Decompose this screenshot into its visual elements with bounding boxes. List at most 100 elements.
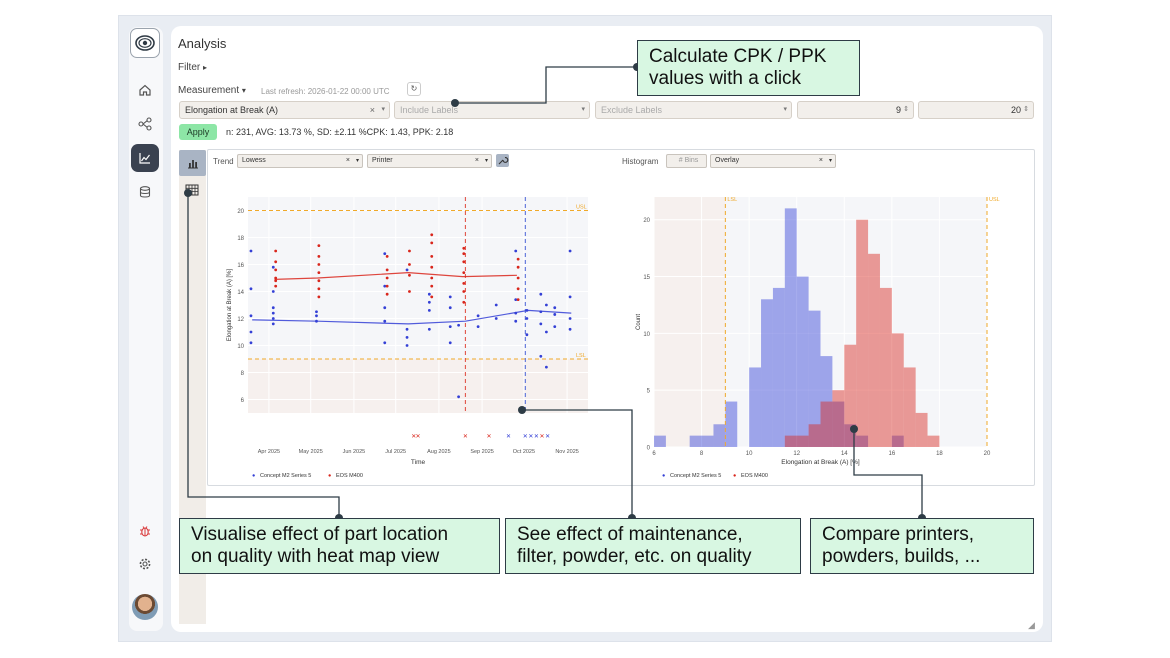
group-by-select[interactable]: Printer × ▾ bbox=[367, 154, 492, 168]
y-tick-label: 20 bbox=[237, 209, 244, 215]
data-point bbox=[568, 327, 572, 331]
event-marker: ✕ bbox=[506, 434, 511, 440]
exclude-labels-select[interactable]: Exclude Labels ▾ bbox=[595, 101, 792, 119]
callout-maintenance: See effect of maintenance, filter, powde… bbox=[505, 518, 801, 574]
y-tick-label: 10 bbox=[237, 344, 244, 350]
chevron-down-icon: ▾ bbox=[484, 158, 488, 164]
data-point bbox=[430, 284, 434, 288]
avatar[interactable] bbox=[132, 594, 158, 620]
eye-logo-icon[interactable] bbox=[130, 28, 160, 58]
histogram-mode-value: Overlay bbox=[715, 157, 740, 164]
bar-chart-icon bbox=[187, 160, 198, 169]
legend-label: Concept M2 Series 5 bbox=[670, 473, 721, 479]
refresh-icon: ↻ bbox=[410, 84, 418, 93]
chevron-down-icon: ▾ bbox=[581, 106, 585, 113]
histogram-bar bbox=[844, 424, 857, 447]
filter-toggle[interactable]: Filter ▸ bbox=[178, 62, 207, 73]
measurement-toggle[interactable]: Measurement ▾ bbox=[178, 85, 246, 96]
nav-database[interactable] bbox=[131, 178, 159, 206]
trend-view-button[interactable] bbox=[179, 150, 206, 176]
clear-icon[interactable]: × bbox=[818, 157, 823, 164]
y-tick-label: 15 bbox=[643, 275, 650, 281]
upper-limit-input[interactable]: 20 ⇕ bbox=[918, 101, 1034, 119]
smoothing-select[interactable]: Lowess × ▾ bbox=[237, 154, 363, 168]
y-axis-label: Elongation at Break (A) [%] bbox=[227, 268, 233, 341]
data-point bbox=[274, 260, 278, 264]
lower-limit-input[interactable]: 9 ⇕ bbox=[797, 101, 914, 119]
histogram-bar bbox=[772, 287, 785, 447]
data-point bbox=[544, 365, 548, 369]
x-tick-label: Nov 2025 bbox=[555, 449, 579, 455]
nav-network[interactable] bbox=[131, 110, 159, 138]
callout-cpk-line2: values with a click bbox=[649, 68, 802, 89]
histogram-chart[interactable]: 0 5 10 15 20 6 8 10 12 14 16 18 20 USL LSL Elongation a… bbox=[625, 185, 1030, 483]
trend-line bbox=[274, 271, 517, 280]
bug-icon bbox=[140, 526, 150, 537]
histogram-bar bbox=[820, 401, 833, 447]
x-tick-label: Jul 2025 bbox=[385, 449, 406, 455]
data-point bbox=[385, 268, 389, 272]
home-icon bbox=[139, 84, 151, 96]
data-point bbox=[274, 279, 278, 283]
histogram-bar bbox=[891, 435, 904, 447]
nav-debug[interactable] bbox=[131, 517, 159, 545]
x-axis-label: Time bbox=[411, 459, 426, 466]
data-point bbox=[427, 327, 431, 331]
include-labels-select[interactable]: Include Labels ▾ bbox=[394, 101, 590, 119]
measurement-select[interactable]: Elongation at Break (A) × ▾ bbox=[179, 101, 390, 119]
x-tick-label: 18 bbox=[936, 451, 943, 457]
histogram-bar bbox=[654, 435, 666, 447]
histogram-bar bbox=[784, 208, 797, 447]
histogram-bar bbox=[713, 424, 726, 447]
event-marker: ✕ bbox=[545, 434, 550, 440]
apply-button[interactable]: Apply bbox=[179, 124, 217, 140]
measurement-value: Elongation at Break (A) bbox=[185, 105, 279, 115]
spinner-icon[interactable]: ⇕ bbox=[1023, 106, 1029, 113]
lower-limit-value: 9 bbox=[895, 105, 901, 115]
histogram-bar bbox=[891, 333, 904, 447]
clear-icon[interactable]: × bbox=[474, 157, 479, 164]
sidebar bbox=[129, 27, 163, 631]
histogram-bar bbox=[725, 401, 738, 447]
histogram-mode-select[interactable]: Overlay × ▾ bbox=[710, 154, 836, 168]
x-tick-label: 14 bbox=[841, 451, 848, 457]
maintenance-toggle-button[interactable] bbox=[496, 154, 509, 167]
measurement-label: Measurement bbox=[178, 85, 240, 96]
histogram-bar bbox=[832, 390, 845, 447]
data-point bbox=[525, 317, 529, 320]
data-point bbox=[385, 292, 389, 296]
data-point bbox=[271, 290, 275, 293]
data-point bbox=[462, 252, 466, 256]
network-icon bbox=[138, 117, 152, 131]
data-point bbox=[271, 322, 275, 326]
data-point bbox=[516, 257, 520, 261]
legend-label: Concept M2 Series 5 bbox=[260, 473, 311, 479]
data-point bbox=[408, 273, 411, 277]
refresh-button[interactable]: ↻ bbox=[407, 82, 421, 96]
bins-input[interactable]: # Bins bbox=[666, 154, 707, 168]
x-tick-label: May 2025 bbox=[299, 449, 323, 455]
data-point bbox=[408, 249, 411, 253]
data-point bbox=[476, 314, 480, 318]
nav-settings[interactable] bbox=[131, 550, 159, 578]
data-point bbox=[430, 295, 434, 299]
clear-icon[interactable]: × bbox=[369, 105, 375, 115]
trend-chart[interactable]: 6 8 10 12 14 16 18 20 Apr 2025 May 2025 Jun 2025 Ju… bbox=[210, 185, 605, 483]
legend-marker: ● bbox=[328, 473, 331, 479]
resize-handle-icon[interactable]: ◢ bbox=[1028, 620, 1035, 630]
data-point bbox=[405, 344, 409, 347]
clear-icon[interactable]: × bbox=[345, 157, 350, 164]
nav-home[interactable] bbox=[131, 76, 159, 104]
spinner-icon[interactable]: ⇕ bbox=[903, 106, 909, 113]
event-marker: ✕ bbox=[411, 434, 416, 440]
data-point bbox=[462, 290, 466, 293]
legend-marker: ● bbox=[252, 473, 255, 479]
data-point bbox=[462, 282, 466, 285]
nav-analysis[interactable] bbox=[131, 144, 159, 172]
chevron-down-icon: ▾ bbox=[355, 158, 359, 164]
histogram-bar bbox=[808, 310, 821, 447]
stats-summary: n: 231, AVG: 13.73 %, SD: ±2.11 %CPK: 1.… bbox=[226, 127, 454, 137]
histogram-bar bbox=[832, 401, 845, 447]
event-marker: ✕ bbox=[523, 434, 528, 440]
legend-marker: ● bbox=[662, 473, 665, 479]
